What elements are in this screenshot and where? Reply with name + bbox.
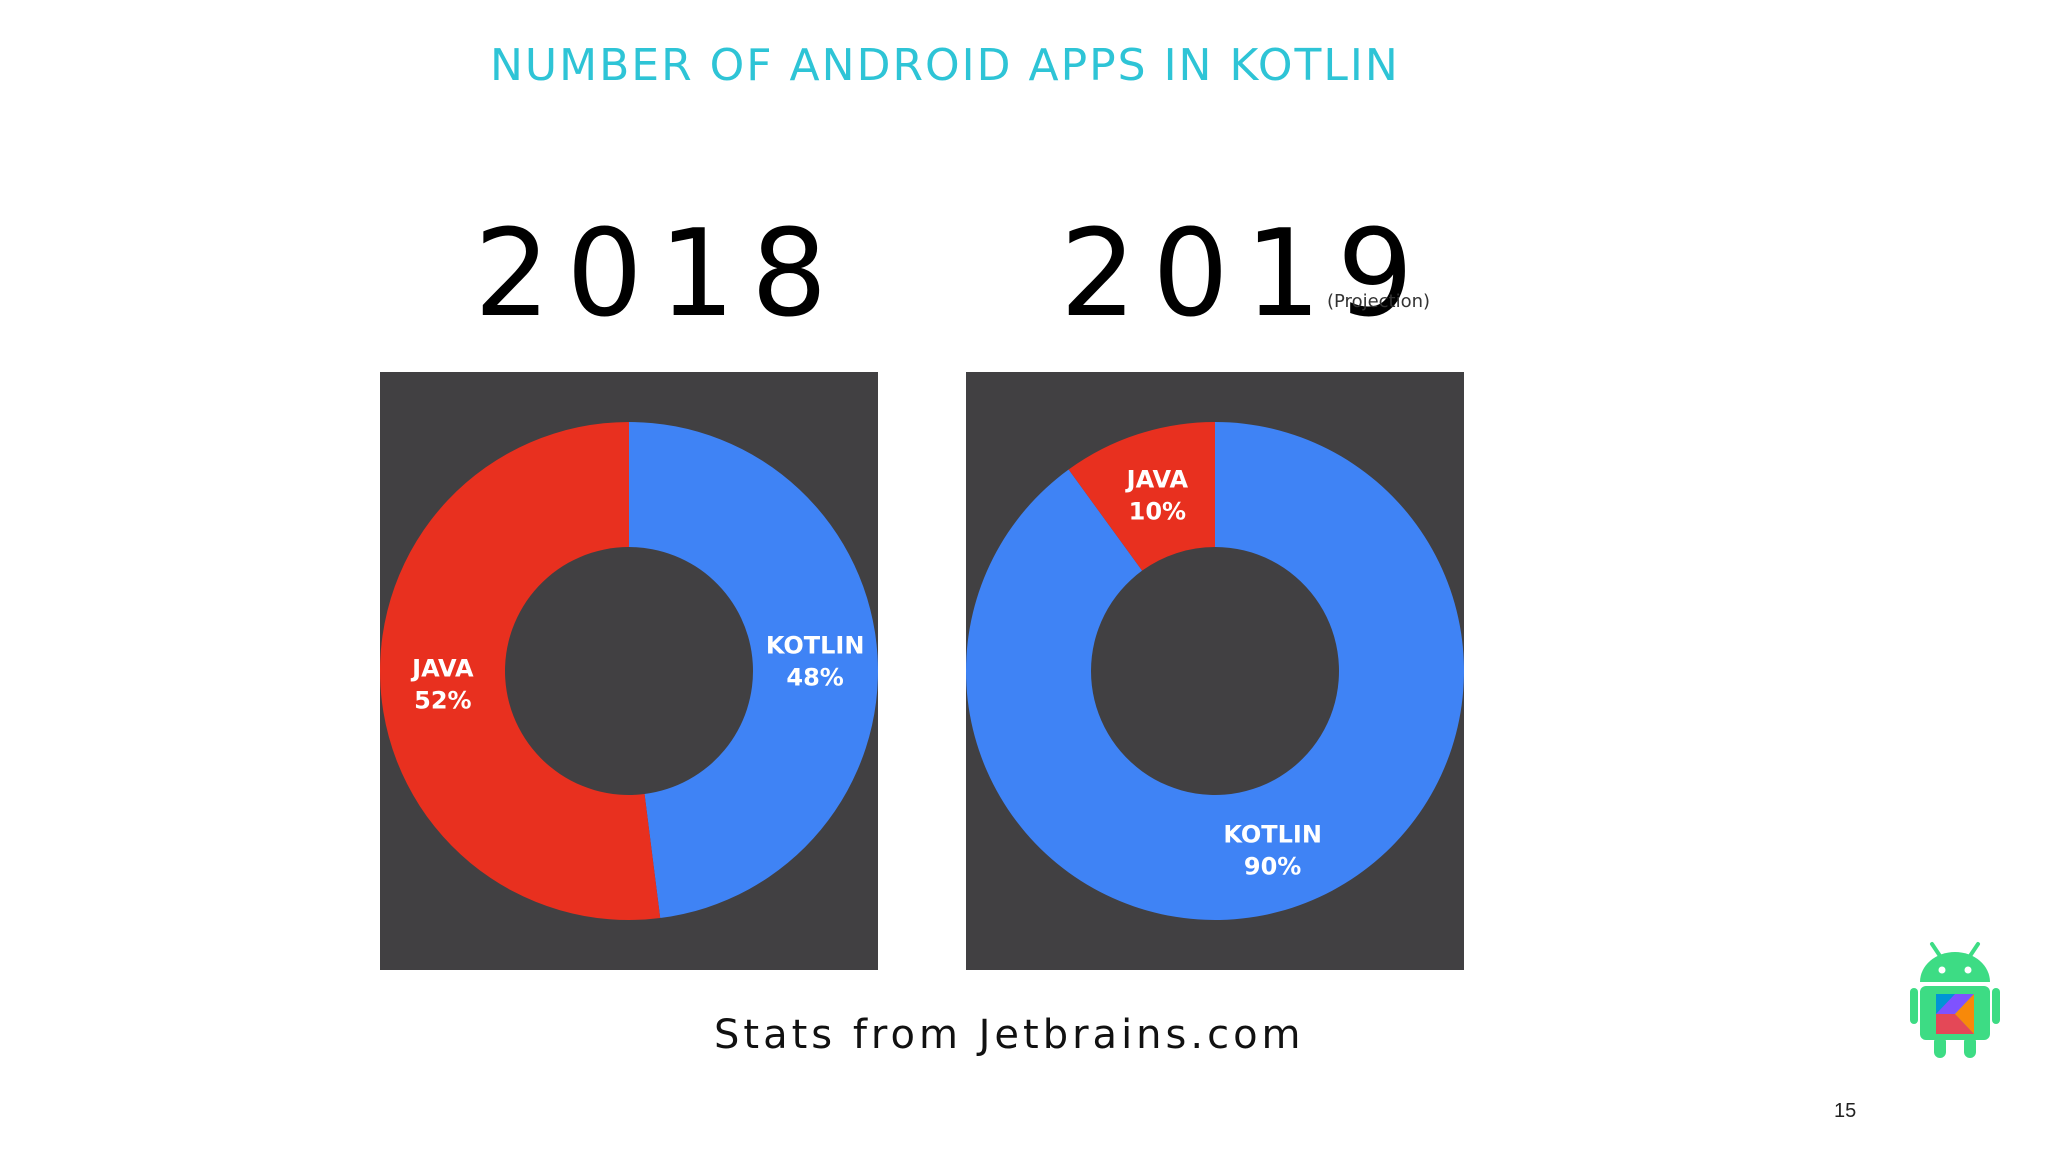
source-caption: Stats from Jetbrains.com [714,1012,1305,1058]
chart-2019-subtitle: (Projection) [1327,291,1431,312]
slice-label-kotlin: KOTLIN [766,631,865,659]
chart-2019-title: 2019 [1060,205,1430,344]
slice-label-kotlin: KOTLIN [1223,820,1322,848]
slice-kotlin [629,422,878,919]
slice-label-java: JAVA [410,655,474,683]
donut-2018-svg: KOTLIN 48% JAVA 52% [380,422,878,920]
slice-value-java: 52% [414,687,471,715]
donut-2019-svg: KOTLIN 90% JAVA 10% [966,422,1464,921]
slice-label-java: JAVA [1125,466,1189,494]
chart-2018-title: 2018 [474,205,844,344]
donut-chart-2019: KOTLIN 90% JAVA 10% [966,372,1464,970]
donut-chart-2018: KOTLIN 48% JAVA 52% [380,372,878,970]
slice-value-kotlin: 90% [1244,852,1301,880]
slice-kotlin [966,422,1464,921]
slice-java [380,422,661,920]
slice-value-java: 10% [1129,498,1186,526]
slice-value-kotlin: 48% [786,663,843,691]
slice-java [1068,422,1215,571]
android-kotlin-logo-icon [1910,940,2000,1064]
page-number: 15 [1834,1100,1857,1122]
slide-title: NUMBER OF ANDROID APPS IN KOTLIN [490,40,1400,91]
